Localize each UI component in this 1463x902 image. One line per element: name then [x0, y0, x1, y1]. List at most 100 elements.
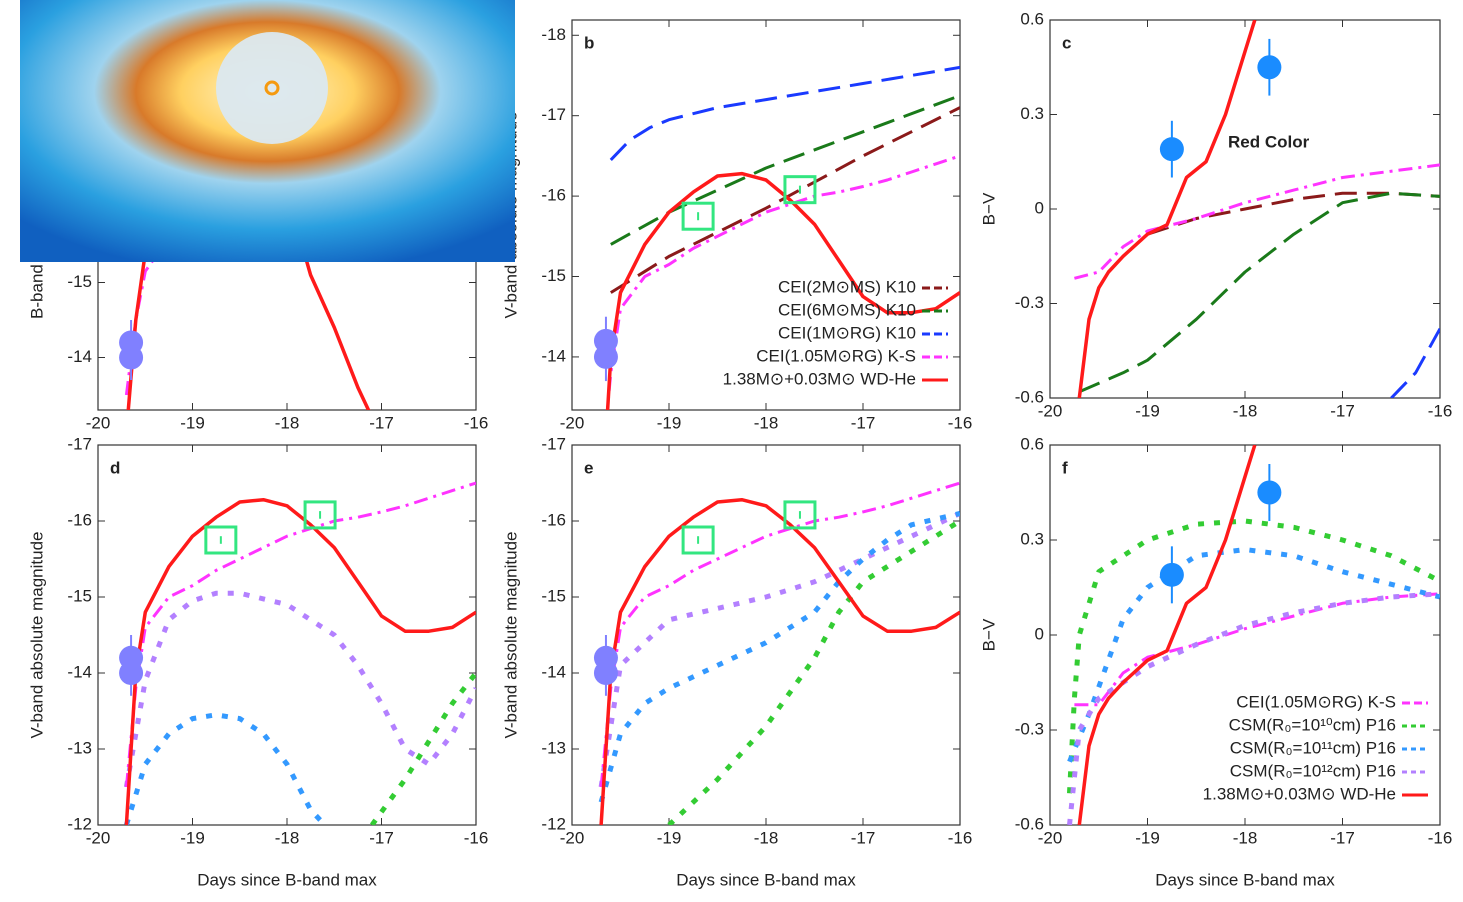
- panel-label: e: [584, 458, 593, 477]
- panel: -20 -19 -18 -17 -16 0.6 0.3 0 -0.3 -0.6 B−V c Red Co…: [979, 9, 1452, 420]
- series-line: [598, 511, 960, 788]
- y-tick-label: -15: [67, 272, 92, 291]
- x-tick-label: -18: [754, 413, 779, 432]
- panel: -20 -19 -18 -17 -16 0.6 0.3 0 -0.3 -0.6 B−V Days si…: [979, 434, 1452, 889]
- x-axis-label: Days since B-band max: [1155, 870, 1335, 889]
- series-line: [124, 481, 476, 788]
- y-tick-label: -13: [541, 738, 566, 757]
- data-point: [204, 525, 238, 555]
- data-point: [1159, 562, 1184, 587]
- legend-label: CSM(R₀=10¹⁰cm) P16: [1229, 715, 1396, 734]
- panel: -20 -19 -18 -17 -16 -17 -16 -15 -14 -13 -12 V-band …: [501, 434, 972, 889]
- y-tick-label: -17: [67, 434, 92, 453]
- plot-area: [593, 65, 960, 410]
- series-line: [123, 590, 476, 788]
- x-tick-label: -18: [275, 413, 300, 432]
- y-tick-label: 0.6: [1020, 9, 1044, 28]
- x-tick-label: -20: [86, 413, 111, 432]
- legend-label: CSM(R₀=10¹²cm) P16: [1230, 761, 1396, 780]
- series-line: [610, 106, 960, 294]
- x-tick-label: -20: [1038, 828, 1063, 847]
- x-tick-label: -18: [275, 828, 300, 847]
- series-line: [1077, 445, 1257, 825]
- panel-label: d: [110, 458, 120, 477]
- y-tick-label: 0: [1035, 624, 1044, 643]
- x-tick-label: -20: [1038, 401, 1063, 420]
- plot-area: [593, 481, 960, 825]
- series-line: [605, 154, 960, 410]
- panel-label: c: [1062, 33, 1071, 52]
- y-tick-label: -12: [541, 814, 566, 833]
- y-axis-label: B−V: [979, 618, 998, 651]
- data-point: [593, 661, 618, 685]
- legend-label: CEI(1M⊙RG) K10: [778, 323, 916, 342]
- x-tick-label: -16: [464, 413, 489, 432]
- data-point: [1159, 137, 1184, 162]
- x-tick-label: -16: [1428, 401, 1453, 420]
- x-tick-label: -17: [851, 413, 876, 432]
- x-tick-label: -19: [180, 413, 205, 432]
- y-tick-label: -14: [541, 346, 566, 365]
- y-tick-label: -17: [541, 105, 566, 124]
- y-tick-label: -12: [67, 814, 92, 833]
- legend-label: CEI(2M⊙MS) K10: [778, 277, 916, 296]
- series-line: [1147, 191, 1440, 236]
- x-tick-label: -18: [754, 828, 779, 847]
- y-tick-label: -0.6: [1015, 387, 1044, 406]
- series-line: [1390, 327, 1440, 398]
- x-tick-label: -19: [1135, 828, 1160, 847]
- x-tick-label: -19: [657, 413, 682, 432]
- y-tick-label: -16: [541, 186, 566, 205]
- y-tick-label: -14: [67, 347, 92, 366]
- series-line: [605, 171, 960, 410]
- plot-area: [119, 481, 476, 825]
- x-tick-label: -16: [1428, 828, 1453, 847]
- illustration: [20, 0, 515, 262]
- series-line: [1077, 20, 1257, 398]
- x-tick-label: -20: [560, 413, 585, 432]
- y-tick-label: -15: [541, 266, 566, 285]
- x-tick-label: -17: [1330, 828, 1355, 847]
- x-tick-label: -17: [369, 413, 394, 432]
- data-point: [681, 525, 715, 555]
- data-point: [119, 661, 144, 685]
- y-tick-label: -0.6: [1015, 814, 1044, 833]
- series-line: [598, 510, 960, 803]
- x-tick-label: -18: [1233, 401, 1258, 420]
- y-tick-label: -15: [67, 586, 92, 605]
- x-tick-label: -16: [948, 828, 973, 847]
- data-point: [1257, 480, 1282, 505]
- x-tick-label: -19: [657, 828, 682, 847]
- y-tick-label: -0.3: [1015, 293, 1044, 312]
- y-tick-label: -17: [541, 434, 566, 453]
- x-tick-label: -20: [560, 828, 585, 847]
- y-tick-label: -13: [67, 738, 92, 757]
- y-tick-label: -16: [67, 510, 92, 529]
- series-line: [599, 497, 960, 825]
- data-point: [593, 344, 618, 369]
- series-line: [124, 712, 327, 825]
- series-line: [1067, 591, 1440, 825]
- x-axis-label: Days since B-band max: [197, 870, 377, 889]
- x-tick-label: -19: [1135, 401, 1160, 420]
- annotation: Red Color: [1228, 132, 1310, 151]
- series-line: [1067, 518, 1440, 794]
- x-tick-label: -16: [948, 413, 973, 432]
- y-axis-label: V-band absolute magnitude: [27, 532, 46, 739]
- legend-label: CEI(6M⊙MS) K10: [778, 300, 916, 319]
- x-axis-label: Days since B-band max: [676, 870, 856, 889]
- series-line: [1074, 163, 1440, 280]
- panel-label: f: [1062, 458, 1068, 477]
- y-tick-label: 0.3: [1020, 104, 1044, 123]
- data-point: [119, 345, 144, 370]
- data-point: [783, 175, 817, 205]
- y-tick-label: 0.6: [1020, 434, 1044, 453]
- series-line: [124, 497, 476, 825]
- series-line: [667, 518, 960, 825]
- y-tick-label: -0.3: [1015, 719, 1044, 738]
- y-tick-label: -15: [541, 586, 566, 605]
- x-tick-label: -19: [180, 828, 205, 847]
- legend-label: CSM(R₀=10¹¹cm) P16: [1230, 738, 1396, 757]
- x-tick-label: -17: [369, 828, 394, 847]
